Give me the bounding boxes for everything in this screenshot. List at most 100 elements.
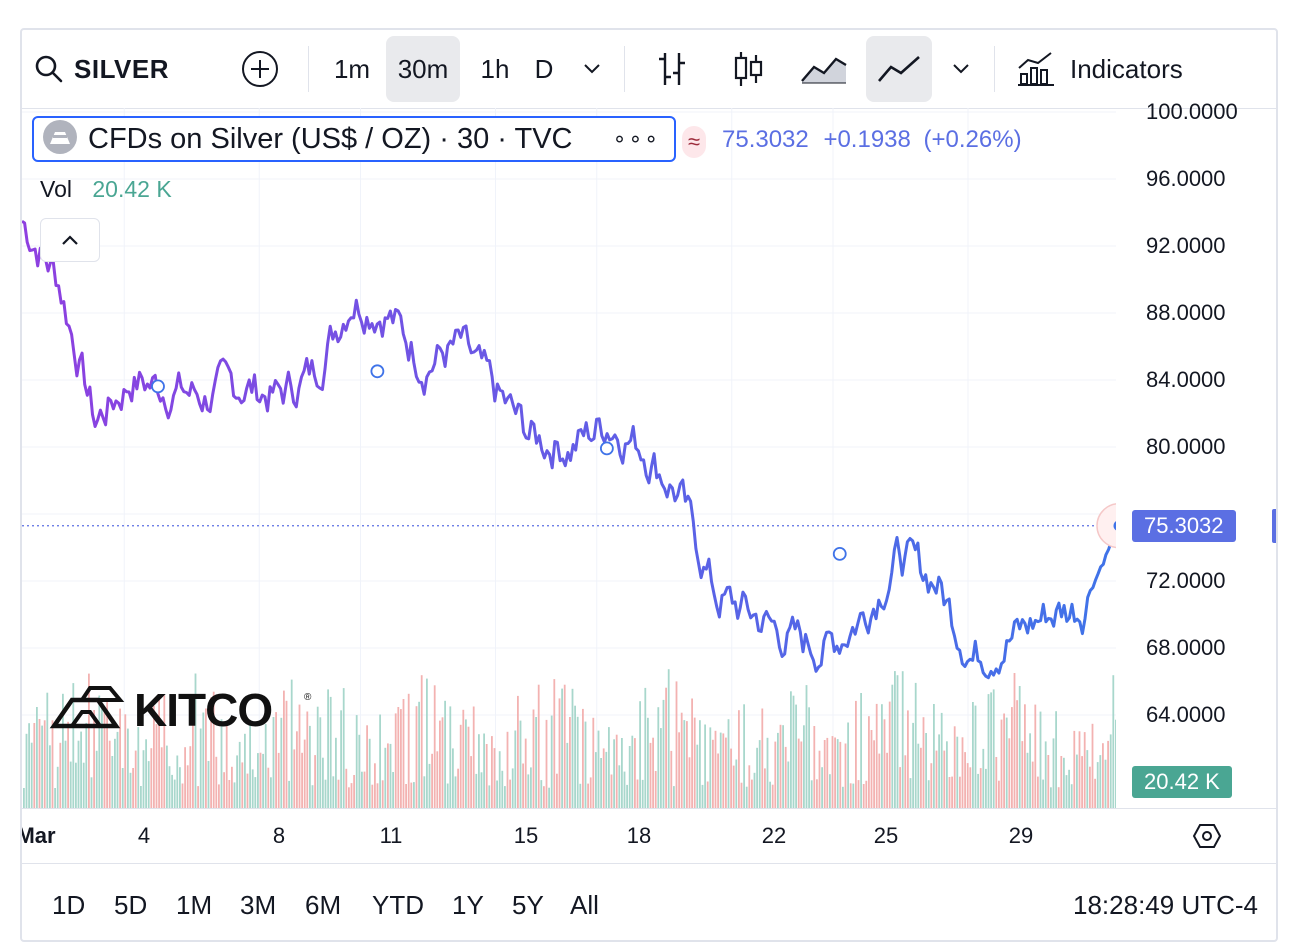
- volume-bar: [563, 684, 566, 808]
- range-ytd[interactable]: YTD: [372, 890, 424, 920]
- interval-1m[interactable]: 1m: [333, 53, 371, 84]
- volume-bar: [810, 780, 813, 808]
- volume-bar: [1094, 778, 1096, 808]
- volume-bar: [1104, 759, 1107, 808]
- volume-bar: [402, 699, 405, 808]
- price-series-line: [22, 219, 1116, 680]
- event-marker[interactable]: [151, 379, 165, 394]
- range-1d[interactable]: 1D: [52, 890, 86, 920]
- range-5y[interactable]: 5Y: [512, 890, 544, 920]
- chart-widget: SILVER 1m 30m 1h D Indicato: [20, 28, 1278, 942]
- indicators-button[interactable]: Indicators: [1016, 36, 1216, 102]
- volume-bar: [67, 721, 69, 808]
- volume-bar: [1078, 731, 1081, 808]
- volume-bar: [348, 787, 350, 808]
- volume-bar: [974, 705, 977, 808]
- symbol-legend[interactable]: CFDs on Silver (US$ / OZ) · 30 · TVC ∘∘∘: [32, 116, 676, 162]
- time-axis-label: 18: [626, 823, 652, 848]
- volume-bar: [717, 753, 719, 808]
- volume-bar: [413, 782, 415, 808]
- plus-circle-icon: [242, 51, 278, 87]
- volume-bar: [459, 724, 462, 808]
- volume-bar: [722, 733, 725, 808]
- interval-d[interactable]: D: [534, 53, 554, 84]
- line-chart-button[interactable]: [866, 36, 932, 102]
- volume-bar: [59, 742, 62, 808]
- volume-bar: [478, 734, 480, 808]
- volume-bar: [641, 779, 644, 808]
- interval-30m[interactable]: 30m: [386, 36, 460, 102]
- volume-bar: [173, 779, 176, 808]
- volume-bar: [652, 737, 654, 808]
- range-6m[interactable]: 6M: [305, 890, 342, 920]
- search-icon: [35, 55, 63, 83]
- volume-bar: [119, 708, 121, 808]
- volume-bar: [537, 684, 540, 808]
- event-marker[interactable]: [832, 546, 847, 561]
- legend-title: CFDs on Silver (US$ / OZ) · 30 · TVC: [88, 122, 573, 155]
- volume-bars: [23, 669, 1116, 808]
- volume-bar: [389, 743, 392, 808]
- volume-bar: [423, 776, 426, 808]
- volume-bar: [597, 730, 600, 808]
- bars-chart-button[interactable]: [642, 36, 702, 102]
- volume-bar: [756, 747, 758, 808]
- area-chart-button[interactable]: [792, 36, 856, 102]
- volume-bar: [548, 787, 550, 808]
- volume-bar: [821, 767, 823, 808]
- volume-bar: [745, 786, 748, 808]
- volume-bar: [730, 748, 732, 808]
- range-all[interactable]: All: [570, 890, 599, 920]
- symbol-search[interactable]: SILVER: [34, 36, 184, 102]
- chart-type-dropdown-button[interactable]: [944, 36, 978, 102]
- volume-bar: [847, 722, 849, 808]
- volume-bar: [1109, 734, 1112, 808]
- volume-bar: [49, 745, 51, 808]
- volume-bar: [197, 786, 199, 808]
- range-1y[interactable]: 1Y: [452, 890, 484, 920]
- approx-icon: ≈: [682, 126, 706, 158]
- volume-bar: [1026, 752, 1029, 808]
- compare-symbol-button[interactable]: [234, 36, 286, 102]
- volume-bar: [862, 784, 865, 808]
- volume-bar: [215, 756, 218, 808]
- last-price-badge: 75.3032: [1132, 509, 1236, 542]
- price-scale-label: 92.0000: [1146, 233, 1226, 258]
- event-marker[interactable]: [599, 441, 614, 456]
- range-1m[interactable]: 1M: [176, 890, 213, 920]
- volume-bar: [623, 771, 626, 808]
- volume-bar: [493, 748, 496, 808]
- volume-bar: [293, 749, 296, 808]
- volume-bar: [30, 742, 33, 808]
- volume-bar: [439, 720, 441, 808]
- volume-bar: [761, 708, 764, 808]
- volume-bar: [467, 726, 470, 808]
- volume-bar: [834, 737, 836, 808]
- volume-bar: [116, 731, 119, 808]
- volume-bar: [85, 722, 88, 808]
- candles-chart-button[interactable]: [718, 36, 778, 102]
- clock-timezone[interactable]: 18:28:49 UTC-4: [1073, 890, 1258, 920]
- interval-1h[interactable]: 1h: [480, 53, 510, 84]
- volume-bar: [896, 675, 899, 808]
- volume-bar: [1031, 761, 1034, 808]
- range-5d[interactable]: 5D: [114, 890, 148, 920]
- axis-settings-button[interactable]: [1192, 821, 1222, 856]
- volume-bar: [753, 772, 756, 808]
- volume-bar: [298, 704, 301, 808]
- event-marker[interactable]: [370, 364, 385, 379]
- more-options-icon[interactable]: ∘∘∘: [612, 126, 660, 151]
- time-axis[interactable]: Mar 4 8 11 15 18 22 25 29: [22, 808, 1276, 864]
- volume-bar: [275, 712, 277, 808]
- price-scale[interactable]: 100.0000 96.0000 92.0000 88.0000 84.0000 80.0…: [1116, 99, 1276, 808]
- volume-bar: [345, 768, 348, 808]
- volume-bar: [153, 705, 155, 808]
- indicators-icon: [1018, 52, 1054, 86]
- volume-bar: [93, 710, 95, 808]
- range-3m[interactable]: 3M: [240, 890, 277, 920]
- price-plot[interactable]: KITCO ®: [22, 108, 1116, 808]
- collapse-legend-button[interactable]: [40, 218, 100, 262]
- interval-dropdown-button[interactable]: [574, 36, 610, 102]
- volume-bar: [951, 776, 953, 808]
- volume-bar: [654, 771, 657, 808]
